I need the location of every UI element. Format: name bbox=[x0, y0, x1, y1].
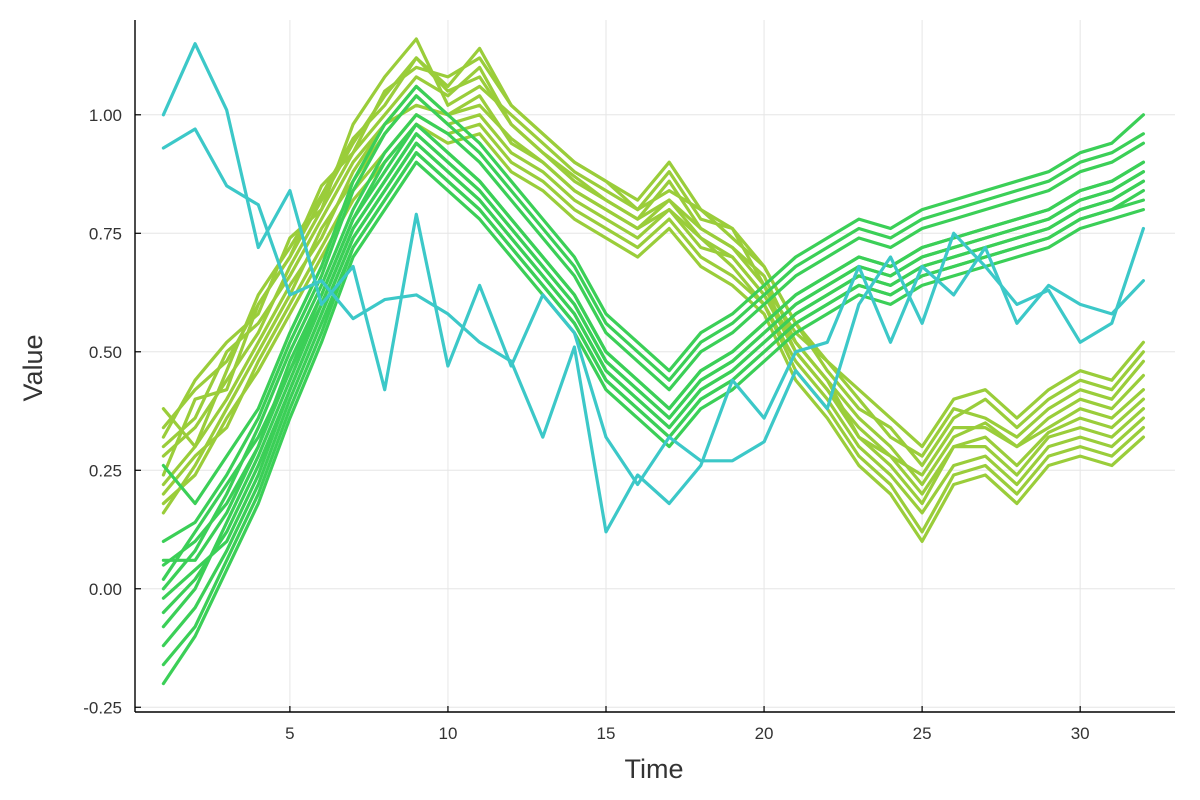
series-line-8 bbox=[161, 46, 1146, 449]
series-line-3 bbox=[161, 113, 1146, 515]
x-axis-title: Time bbox=[625, 754, 684, 784]
x-tick-label-3: 20 bbox=[755, 724, 774, 743]
series-line-21 bbox=[161, 141, 1146, 600]
series-line-14 bbox=[161, 94, 1146, 544]
tick-labels: 5 10 15 20 25 30 -0.25 0.00 0.25 0.50 0.75 1.00 bbox=[83, 106, 1089, 743]
axes bbox=[134, 20, 1175, 713]
y-tick-label-2: 0.25 bbox=[89, 461, 122, 480]
x-tick-label-2: 15 bbox=[597, 724, 616, 743]
y-axis-title: Value bbox=[18, 334, 48, 401]
x-tick-label-4: 25 bbox=[913, 724, 932, 743]
series-line-19 bbox=[161, 151, 1146, 667]
x-tick-label-0: 5 bbox=[285, 724, 294, 743]
y-tick-label-5: 1.00 bbox=[89, 106, 122, 125]
series-line-2 bbox=[161, 56, 1146, 477]
series-line-9 bbox=[161, 122, 1146, 544]
x-tick-label-1: 10 bbox=[438, 724, 457, 743]
y-tick-label-3: 0.50 bbox=[89, 343, 122, 362]
y-tick-label-0: -0.25 bbox=[83, 698, 122, 717]
series-line-12 bbox=[161, 113, 1146, 591]
series-line-20 bbox=[161, 122, 1146, 562]
series-line-18 bbox=[161, 84, 1146, 506]
series-line-5 bbox=[161, 94, 1146, 534]
series-line-7 bbox=[161, 94, 1146, 506]
series-line-17 bbox=[161, 132, 1146, 629]
x-tick-label-5: 30 bbox=[1071, 724, 1090, 743]
y-tick-label-4: 0.75 bbox=[89, 224, 122, 243]
series-line-22 bbox=[161, 42, 1146, 487]
y-tick-label-1: 0.00 bbox=[89, 580, 122, 599]
series-lines bbox=[161, 37, 1146, 686]
series-line-23 bbox=[161, 127, 1146, 534]
series-line-4 bbox=[161, 37, 1146, 458]
series-line-6 bbox=[161, 65, 1146, 477]
series-line-15 bbox=[161, 160, 1146, 686]
series-line-1 bbox=[161, 84, 1146, 496]
